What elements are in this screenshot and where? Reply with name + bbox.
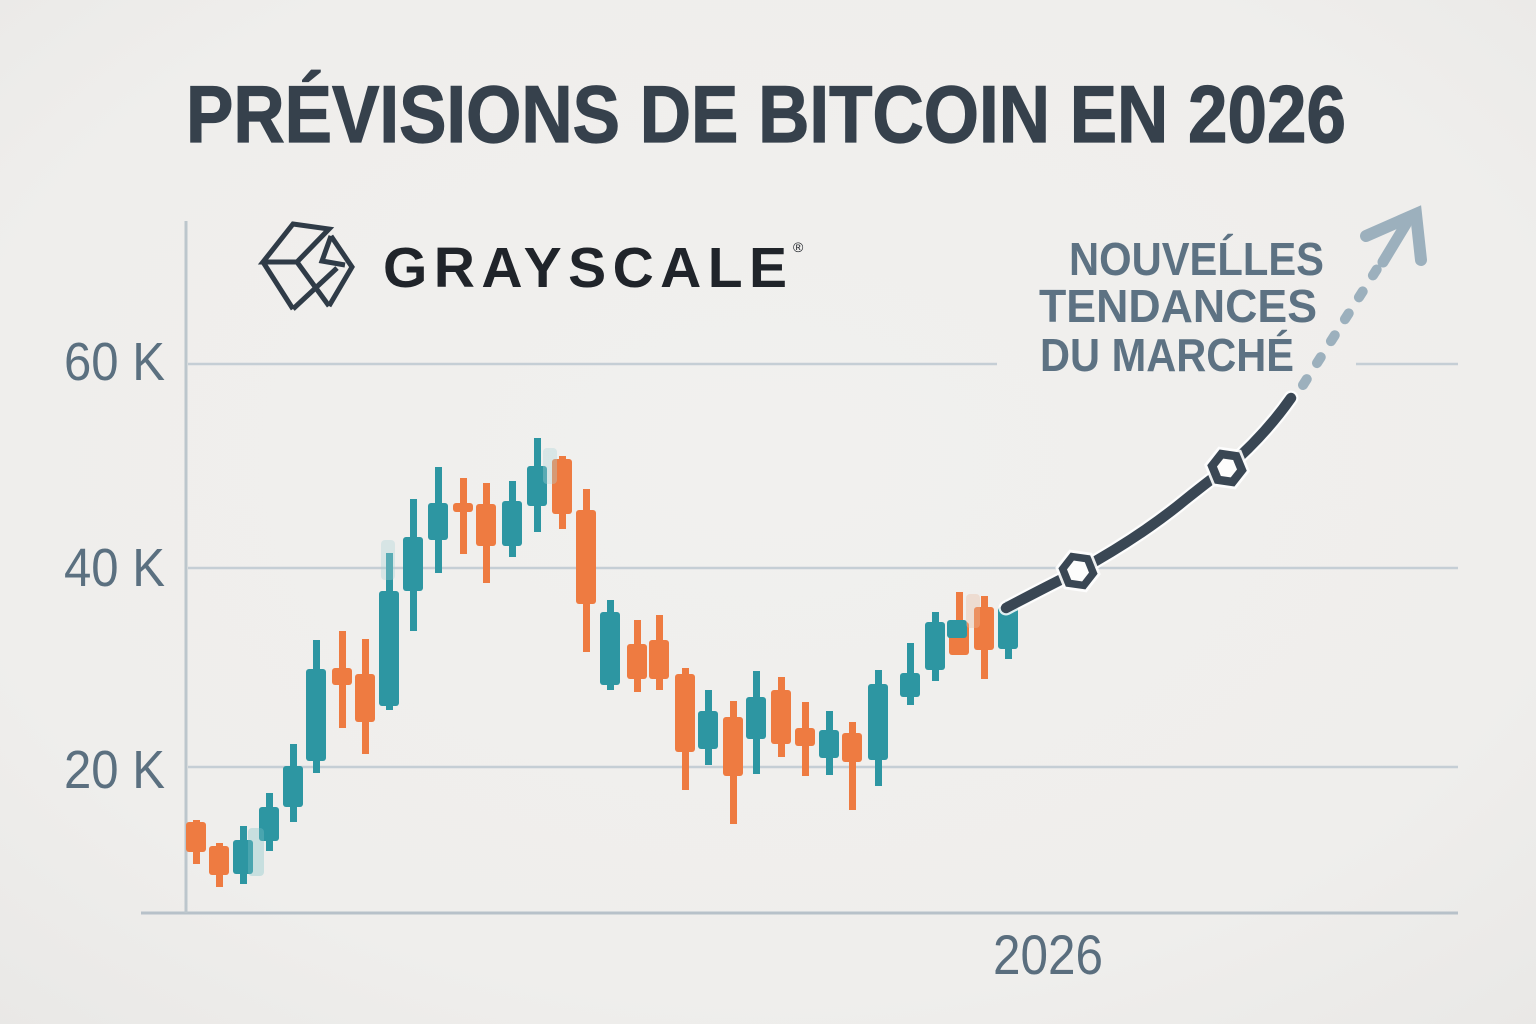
svg-text:DU MARCHÉ: DU MARCHÉ	[1040, 329, 1294, 381]
svg-text:20 K: 20 K	[64, 740, 165, 800]
svg-text:PRÉVISIONS DE BITCOIN EN 2026: PRÉVISIONS DE BITCOIN EN 2026	[186, 69, 1346, 160]
svg-text:TENDANCES: TENDANCES	[1039, 280, 1317, 332]
svg-text:2026: 2026	[993, 923, 1103, 986]
svg-text:®: ®	[793, 239, 804, 255]
svg-text:NOUVEĹLES: NOUVEĹLES	[1069, 233, 1324, 285]
svg-text:60 K: 60 K	[64, 332, 165, 392]
svg-text:40 K: 40 K	[64, 538, 165, 598]
svg-text:GRAYSCALE: GRAYSCALE	[383, 236, 787, 300]
